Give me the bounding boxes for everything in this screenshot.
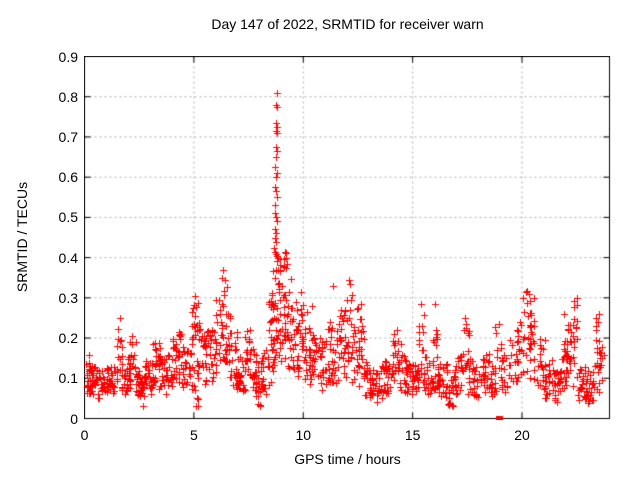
y-tick-label: 0.6 <box>58 169 78 186</box>
y-tick-label: 0.9 <box>58 48 78 65</box>
x-tick-label: 20 <box>514 427 530 443</box>
y-tick-label: 0.1 <box>58 370 78 387</box>
x-tick-label: 0 <box>80 427 89 443</box>
x-tick-label: 10 <box>295 427 312 443</box>
y-tick-label: 0.8 <box>58 88 78 105</box>
chart-title: Day 147 of 2022, SRMTID for receiver war… <box>211 16 484 32</box>
x-axis-title: GPS time / hours <box>294 451 401 467</box>
y-axis-title: SRMTID / TECUs <box>14 181 30 293</box>
x-tick-label: 5 <box>189 427 198 443</box>
x-tick-label: 15 <box>404 427 421 443</box>
y-tick-label: 0.7 <box>58 128 78 145</box>
y-tick-label: 0.2 <box>58 330 78 347</box>
plot-area <box>84 56 611 420</box>
y-tick-label: 0.3 <box>58 289 78 306</box>
y-tick-label: 0.5 <box>58 209 78 226</box>
y-tick-label: 0.4 <box>58 249 78 266</box>
y-tick-label: 0 <box>70 410 78 427</box>
